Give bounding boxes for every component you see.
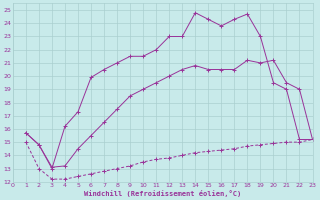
X-axis label: Windchill (Refroidissement éolien,°C): Windchill (Refroidissement éolien,°C) <box>84 190 241 197</box>
